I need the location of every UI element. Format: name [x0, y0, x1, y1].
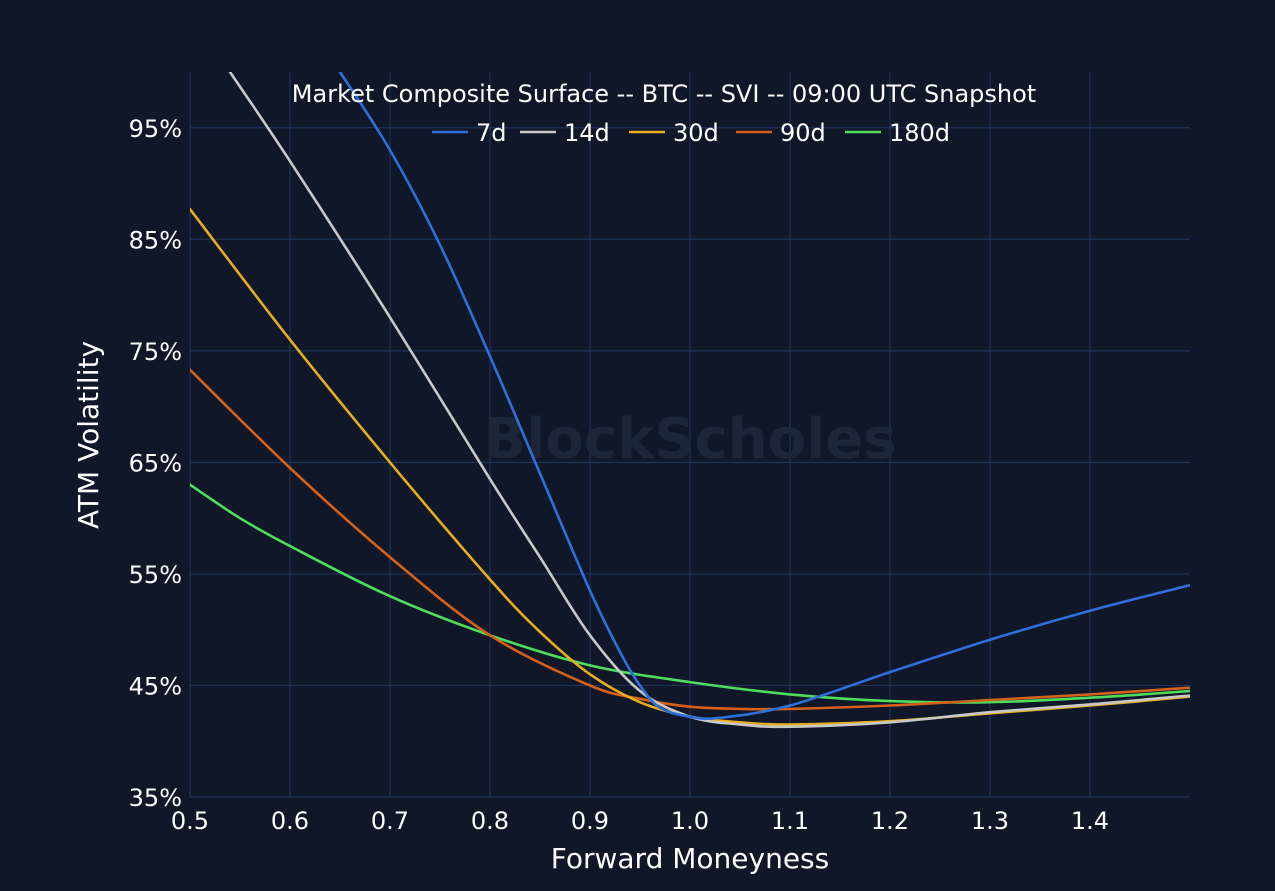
x-tick-label: 1.1 — [771, 807, 809, 835]
x-tick-label: 0.7 — [371, 807, 409, 835]
legend-item-7d[interactable]: 7d — [432, 119, 507, 147]
y-tick-label: 75% — [129, 338, 182, 366]
watermark-text: BlockScholes — [483, 407, 896, 472]
x-tick-label: 1.4 — [1071, 807, 1109, 835]
y-tick-label: 35% — [129, 784, 182, 812]
x-tick-label: 0.5 — [171, 807, 209, 835]
y-axis-title: ATM Volatility — [72, 341, 105, 529]
y-tick-label: 55% — [129, 561, 182, 589]
x-tick-label: 0.9 — [571, 807, 609, 835]
x-tick-label: 0.8 — [471, 807, 509, 835]
x-tick-label: 0.6 — [271, 807, 309, 835]
legend-item-90d[interactable]: 90d — [736, 119, 826, 147]
chart-title: Market Composite Surface -- BTC -- SVI -… — [292, 80, 1036, 108]
series-line-180d — [190, 483, 1190, 704]
legend-label: 7d — [476, 119, 507, 147]
y-tick-label: 85% — [129, 226, 182, 254]
legend-label: 180d — [889, 119, 950, 147]
legend-item-180d[interactable]: 180d — [845, 119, 950, 147]
x-axis-title: Forward Moneyness — [551, 842, 829, 875]
grid — [189, 72, 1190, 798]
series-line-14d — [228, 72, 1190, 729]
legend[interactable]: 7d 14d 30d 90d 180d — [432, 119, 950, 147]
x-tick-label: 1.3 — [971, 807, 1009, 835]
series-line-7d — [338, 72, 1190, 721]
x-tick-label: 1.2 — [871, 807, 909, 835]
legend-label: 30d — [673, 119, 719, 147]
legend-item-14d[interactable]: 14d — [520, 119, 610, 147]
y-tick-label: 45% — [129, 672, 182, 700]
series-line-90d — [190, 368, 1190, 711]
y-axis-ticks: 35% 45% 55% 65% 75% 85% 95% — [129, 115, 182, 812]
y-tick-label: 65% — [129, 449, 182, 477]
legend-label: 14d — [564, 119, 610, 147]
x-axis-ticks: 0.5 0.6 0.7 0.8 0.9 1.0 1.1 1.2 1.3 1.4 — [171, 807, 1109, 835]
y-tick-label: 95% — [129, 115, 182, 143]
series-lines — [190, 72, 1190, 729]
legend-label: 90d — [780, 119, 826, 147]
x-tick-label: 1.0 — [671, 807, 709, 835]
legend-item-30d[interactable]: 30d — [629, 119, 719, 147]
